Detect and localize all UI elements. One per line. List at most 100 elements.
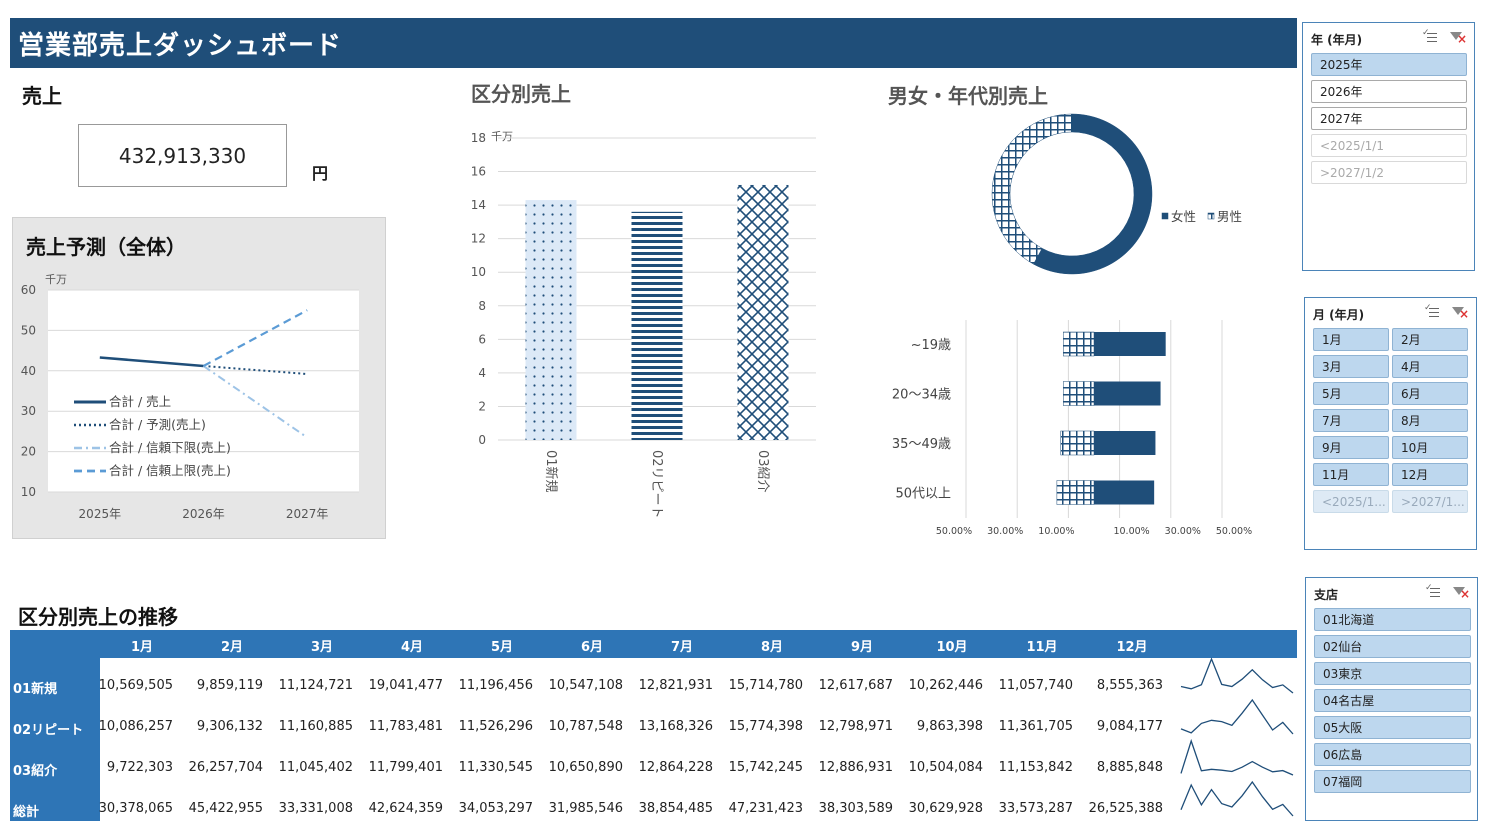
multi-select-icon[interactable] (1425, 583, 1441, 600)
sparkline (1180, 738, 1294, 776)
year-slicer-item[interactable]: >2027/1/2 (1311, 161, 1467, 184)
month-slicer-item[interactable]: 7月 (1313, 409, 1389, 432)
table-cell: 10,650,890 (548, 760, 623, 775)
legend-swatch (1207, 212, 1215, 220)
branch-slicer-item[interactable]: 01北海道 (1314, 608, 1471, 631)
year-slicer-item[interactable]: 2025年 (1311, 53, 1467, 76)
table-cell: 31,985,546 (548, 801, 623, 816)
month-slicer-item[interactable]: 6月 (1392, 382, 1468, 405)
month-slicer-item[interactable]: 4月 (1392, 355, 1468, 378)
table-cell: 33,331,008 (278, 801, 353, 816)
month-slicer-item[interactable]: 10月 (1392, 436, 1468, 459)
year-slicer-item[interactable]: <2025/1/1 (1311, 134, 1467, 157)
y-tick-label: 0 (478, 433, 486, 447)
table-cell: 30,629,928 (908, 801, 983, 816)
y-tick-label: 40 (21, 364, 36, 378)
male-bar (1060, 430, 1095, 456)
table-cell: 11,361,705 (998, 719, 1073, 734)
x-tick-label: 30.00% (1165, 526, 1201, 537)
branch-slicer-item[interactable]: 03東京 (1314, 662, 1471, 685)
clear-filter-icon[interactable] (1448, 31, 1467, 45)
table-cell: 13,168,326 (638, 719, 713, 734)
table-cell: 45,422,955 (188, 801, 263, 816)
table-cell: 10,262,446 (908, 678, 983, 693)
month-slicer-item[interactable]: >2027/1... (1392, 490, 1468, 513)
month-slicer-item[interactable]: 3月 (1313, 355, 1389, 378)
x-tick-label: 50.00% (936, 526, 972, 537)
month-slicer-item[interactable]: 5月 (1313, 382, 1389, 405)
table-cell: 19,041,477 (368, 678, 443, 693)
sparkline-column (1180, 657, 1294, 817)
forecast-unit-label: 千万 (45, 273, 67, 286)
table-cell: 38,854,485 (638, 801, 713, 816)
male-bar (1056, 480, 1095, 505)
branch-slicer-item[interactable]: 06広島 (1314, 743, 1471, 766)
table-cell: 15,714,780 (728, 678, 803, 693)
multi-select-icon[interactable] (1424, 303, 1440, 320)
legend-label: 女性 (1171, 209, 1196, 224)
table-cell: 11,330,545 (458, 760, 533, 775)
table-cell: 47,231,423 (728, 801, 803, 816)
branch-slicer-item[interactable]: 07福岡 (1314, 770, 1471, 793)
y-tick-label: 60 (21, 283, 36, 297)
clear-filter-icon[interactable] (1450, 306, 1469, 320)
sparkline (1180, 698, 1294, 735)
month-slicer-item[interactable]: 12月 (1392, 463, 1468, 486)
year-slicer[interactable]: 年 (年月) 2025年 2026年 2027年 <2025/1/1 >2027… (1302, 22, 1475, 271)
x-tick-label: 2026年 (182, 507, 225, 521)
month-column-header: 11月 (1026, 640, 1058, 655)
branch-slicer-item[interactable]: 04名古屋 (1314, 689, 1471, 712)
month-slicer-item[interactable]: 1月 (1313, 328, 1389, 351)
category-bar (631, 211, 683, 440)
month-slicer-item[interactable]: 9月 (1313, 436, 1389, 459)
y-tick-label: 20 (21, 445, 36, 459)
y-tick-label: 6 (478, 332, 486, 346)
table-cell: 11,124,721 (278, 678, 353, 693)
branch-slicer[interactable]: 支店 01北海道 02仙台 03東京 04名古屋 05大阪 06広島 07福岡 (1305, 577, 1478, 821)
y-tick-label: 14 (471, 198, 486, 212)
table-cell: 11,057,740 (998, 678, 1073, 693)
kpi-title: 売上 (22, 84, 62, 108)
female-bar (1094, 332, 1166, 356)
category-sales-title: 区分別売上 (471, 82, 571, 106)
female-bar (1094, 381, 1161, 406)
month-slicer-title: 月 (年月) (1313, 308, 1365, 322)
age-category-label: 20～34歳 (892, 388, 951, 403)
month-slicer-item[interactable]: 11月 (1313, 463, 1389, 486)
row-label: 02リピート (13, 723, 84, 738)
month-slicer-item[interactable]: 2月 (1392, 328, 1468, 351)
month-slicer-item[interactable]: <2025/1... (1313, 490, 1389, 513)
y-tick-label: 12 (471, 232, 486, 246)
month-column-header: 9月 (850, 640, 874, 655)
clear-filter-icon[interactable] (1451, 586, 1470, 600)
year-slicer-item[interactable]: 2027年 (1311, 107, 1467, 130)
month-slicer[interactable]: 月 (年月) 1月 2月 3月 4月 5月 6月 7月 8月 9月 10月 11… (1304, 297, 1477, 550)
trend-table-label-column (10, 658, 100, 821)
year-slicer-item[interactable]: 2026年 (1311, 80, 1467, 103)
month-column-header: 2月 (220, 640, 244, 655)
month-slicer-item[interactable]: 8月 (1392, 409, 1468, 432)
table-cell: 42,624,359 (368, 801, 443, 816)
x-tick-label: 30.00% (987, 526, 1023, 537)
y-tick-label: 8 (478, 299, 486, 313)
branch-slicer-item[interactable]: 05大阪 (1314, 716, 1471, 739)
donut-slice (991, 113, 1073, 265)
table-cell: 9,722,303 (106, 760, 173, 775)
kpi-unit: 円 (312, 164, 329, 183)
month-column-header: 10月 (936, 640, 968, 655)
table-cell: 11,526,296 (458, 719, 533, 734)
month-column-header: 8月 (760, 640, 784, 655)
table-cell: 34,053,297 (458, 801, 533, 816)
table-cell: 15,742,245 (728, 760, 803, 775)
row-label: 総計 (13, 805, 40, 820)
table-cell: 30,378,065 (98, 801, 173, 816)
x-tick-label: 2025年 (79, 507, 122, 521)
branch-slicer-item[interactable]: 02仙台 (1314, 635, 1471, 658)
table-cell: 11,783,481 (368, 719, 443, 734)
forecast-plot-area (48, 290, 359, 492)
multi-select-icon[interactable] (1422, 28, 1438, 45)
forecast-chart: 千万 60 50 40 30 20 10 2025年 2026年 2027年 合計 / 売上合… (21, 273, 359, 521)
dashboard-title: 営業部売上ダッシュボード (18, 31, 343, 61)
x-tick-label: 10.00% (1113, 526, 1149, 537)
table-cell: 9,306,132 (196, 719, 263, 734)
